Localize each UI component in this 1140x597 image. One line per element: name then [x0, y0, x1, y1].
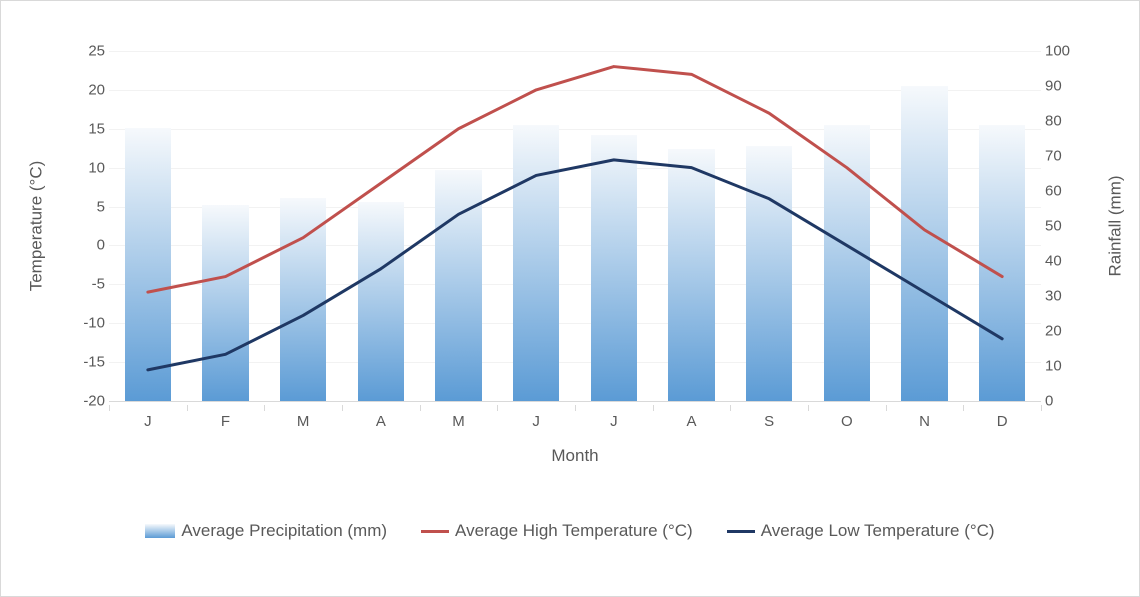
legend-swatch-bar — [145, 524, 175, 538]
y-left-axis-title-text: Temperature (°C) — [26, 161, 46, 292]
legend-label: Average Low Temperature (°C) — [761, 521, 995, 541]
x-tick-label: M — [452, 413, 465, 430]
x-tick-mark — [420, 405, 421, 411]
y-left-tick: -15 — [57, 354, 105, 371]
legend-item-high-temp: Average High Temperature (°C) — [421, 521, 693, 541]
y-left-tick: 15 — [57, 120, 105, 137]
plot-area — [109, 51, 1041, 401]
x-tick-mark — [963, 405, 964, 411]
x-axis-title: Month — [109, 446, 1041, 466]
x-tick-labels: JFMAMJJASOND — [109, 405, 1041, 435]
x-tick-mark — [187, 405, 188, 411]
x-tick-label: D — [997, 413, 1008, 430]
x-tick-label: N — [919, 413, 930, 430]
y-right-tick: 0 — [1045, 393, 1099, 410]
legend: Average Precipitation (mm) Average High … — [31, 511, 1109, 551]
y-right-tick: 50 — [1045, 218, 1099, 235]
y-right-tick: 80 — [1045, 113, 1099, 130]
x-tick-label: J — [532, 413, 540, 430]
y-left-tick: -20 — [57, 393, 105, 410]
x-tick-label: F — [221, 413, 230, 430]
x-tick-mark — [109, 405, 110, 411]
x-tick-label: A — [376, 413, 386, 430]
y-right-axis-title: Rainfall (mm) — [1101, 51, 1131, 401]
legend-item-precipitation: Average Precipitation (mm) — [145, 521, 387, 541]
y-right-tick: 90 — [1045, 78, 1099, 95]
x-tick-label: J — [144, 413, 152, 430]
chart-frame: Temperature (°C) Rainfall (mm) -20 -15 -10… — [0, 0, 1140, 597]
x-tick-label: A — [686, 413, 696, 430]
y-right-tick-labels: 0102030405060708090100 — [1045, 51, 1099, 401]
x-tick-label: S — [764, 413, 774, 430]
y-left-tick: 0 — [57, 237, 105, 254]
y-right-tick: 60 — [1045, 183, 1099, 200]
x-tick-mark — [730, 405, 731, 411]
legend-item-low-temp: Average Low Temperature (°C) — [727, 521, 995, 541]
legend-label: Average High Temperature (°C) — [455, 521, 693, 541]
x-tick-mark — [653, 405, 654, 411]
y-right-tick: 30 — [1045, 288, 1099, 305]
y-left-tick: 5 — [57, 198, 105, 215]
x-tick-label: O — [841, 413, 853, 430]
x-tick-mark — [575, 405, 576, 411]
x-tick-mark — [1041, 405, 1042, 411]
x-axis-baseline — [109, 401, 1041, 402]
y-right-tick: 70 — [1045, 148, 1099, 165]
x-tick-mark — [886, 405, 887, 411]
legend-swatch-line — [421, 530, 449, 533]
y-left-tick: -10 — [57, 315, 105, 332]
x-tick-label: M — [297, 413, 310, 430]
x-tick-mark — [342, 405, 343, 411]
legend-swatch-line — [727, 530, 755, 533]
legend-label: Average Precipitation (mm) — [181, 521, 387, 541]
x-tick-mark — [264, 405, 265, 411]
y-left-tick: 10 — [57, 159, 105, 176]
line-series — [148, 160, 1002, 370]
line-series — [148, 67, 1002, 293]
y-right-tick: 20 — [1045, 323, 1099, 340]
x-tick-label: J — [610, 413, 618, 430]
y-right-tick: 10 — [1045, 358, 1099, 375]
y-left-tick: -5 — [57, 276, 105, 293]
y-left-tick: 25 — [57, 43, 105, 60]
y-left-axis-title: Temperature (°C) — [21, 51, 51, 401]
lines-layer — [109, 51, 1041, 401]
x-tick-mark — [808, 405, 809, 411]
y-right-tick: 100 — [1045, 43, 1099, 60]
y-right-tick: 40 — [1045, 253, 1099, 270]
y-left-tick: 20 — [57, 81, 105, 98]
y-left-tick-labels: -20-15-10-50510152025 — [57, 51, 105, 401]
x-tick-mark — [497, 405, 498, 411]
y-right-axis-title-text: Rainfall (mm) — [1106, 175, 1126, 276]
